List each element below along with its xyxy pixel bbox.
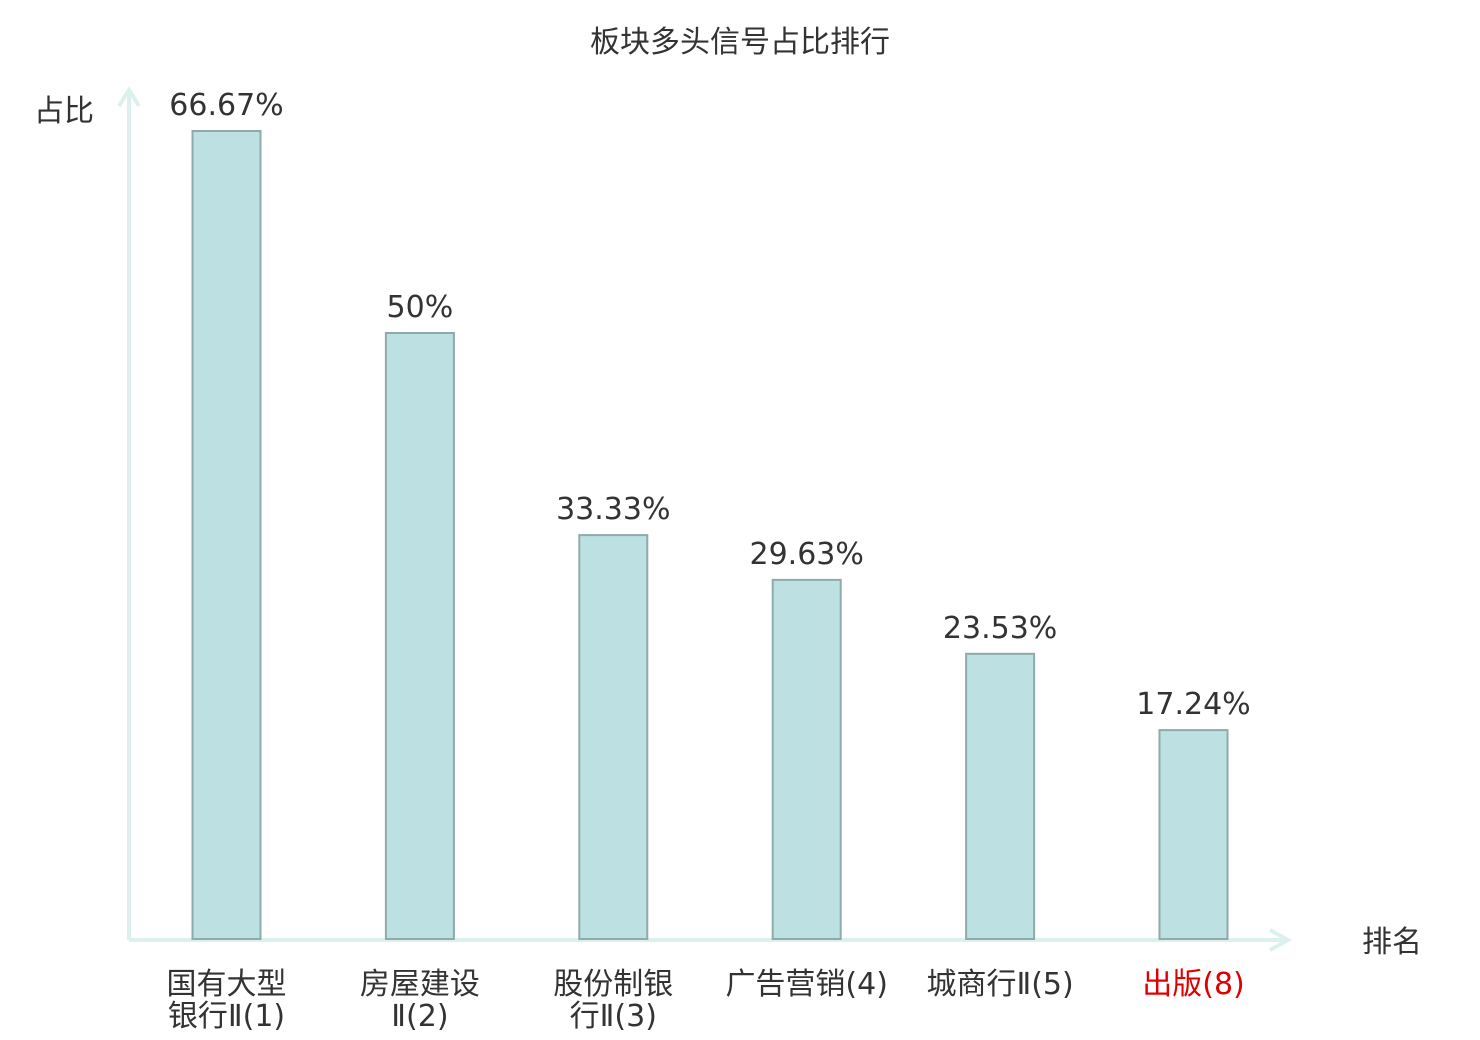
y-axis-label: 占比	[34, 94, 94, 129]
bar-5	[965, 652, 1036, 940]
category-label-2: 房屋建设	[360, 967, 480, 1002]
value-label-6: 17.24%	[1136, 687, 1250, 722]
y-axis-arrow-icon	[117, 86, 141, 108]
value-labels-group: 66.67% 50% 33.33% 29.63% 23.53% 17.24%	[169, 88, 1250, 722]
value-label-2: 50%	[387, 290, 454, 325]
category-label-5: 城商行Ⅱ(5)	[926, 967, 1073, 1002]
bar-1	[191, 130, 262, 940]
chart-title: 板块多头信号占比排行	[590, 25, 890, 60]
value-label-3: 33.33%	[556, 492, 670, 527]
axes	[117, 86, 1293, 952]
x-axis-label: 排名	[1362, 925, 1422, 960]
category-label-3-line2: 行Ⅱ(3)	[570, 999, 657, 1034]
category-label-1-line2: 银行Ⅱ(1)	[168, 999, 285, 1034]
bar-4	[771, 578, 842, 941]
x-axis-arrow-icon	[1269, 928, 1293, 952]
category-label-2-line2: Ⅱ(2)	[391, 999, 448, 1034]
bar-3	[578, 534, 649, 940]
category-label-3: 股份制银	[553, 967, 673, 1002]
category-label-6: 出版(8)	[1142, 967, 1245, 1002]
bar-6	[1158, 729, 1229, 940]
category-label-1: 国有大型	[167, 967, 287, 1002]
bars-group	[191, 130, 1229, 941]
category-label-4: 广告营销(4)	[725, 967, 888, 1002]
value-label-1: 66.67%	[169, 88, 283, 123]
value-label-5: 23.53%	[943, 611, 1057, 646]
bar-2	[384, 332, 455, 940]
value-label-4: 29.63%	[750, 537, 864, 572]
